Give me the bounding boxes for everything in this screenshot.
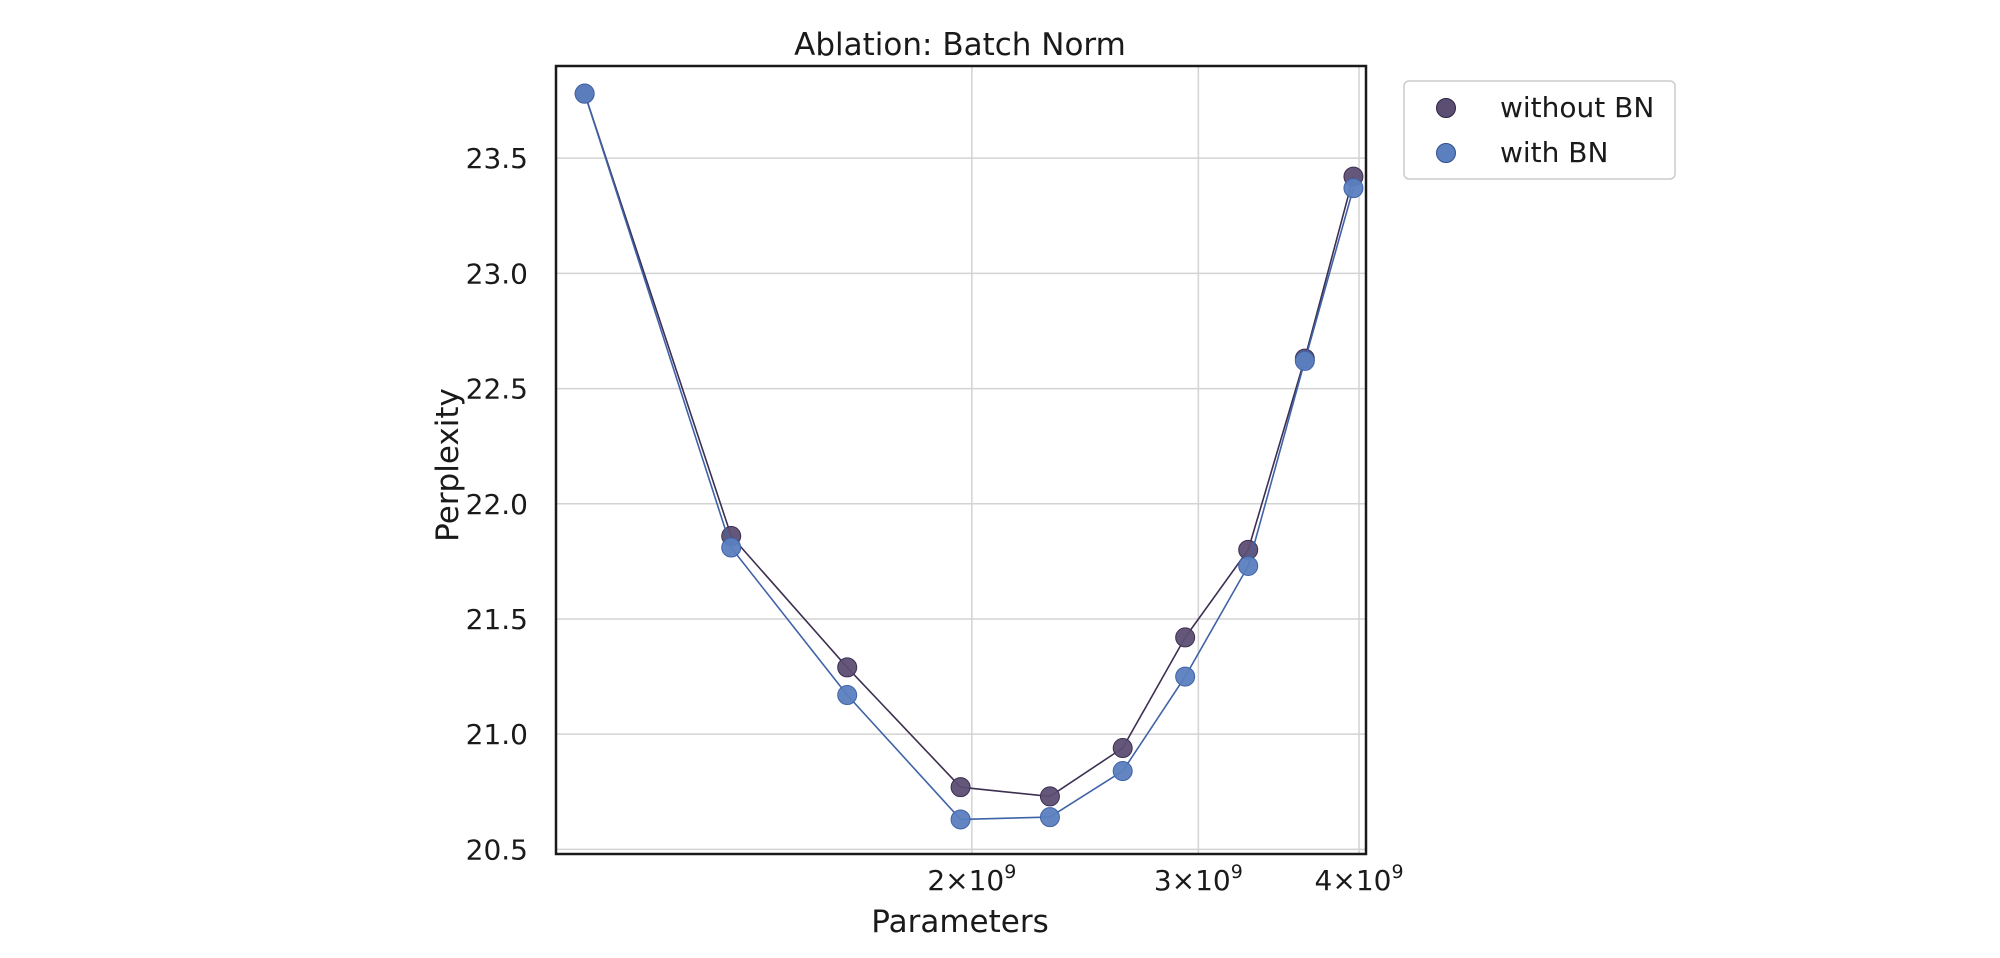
plot-series bbox=[574, 83, 1364, 830]
x-tick-base: 3×10 bbox=[1154, 864, 1231, 897]
y-tick-label: 22.5 bbox=[466, 373, 528, 406]
x-tick-label: 2×109 bbox=[927, 861, 1016, 897]
series-without-bn bbox=[574, 83, 1364, 807]
y-axis-label: Perplexity bbox=[430, 388, 466, 542]
data-point-with-bn bbox=[1343, 178, 1364, 199]
data-point-with-bn bbox=[950, 809, 971, 830]
data-point-with-bn bbox=[1294, 350, 1315, 371]
data-point-with-bn bbox=[1175, 666, 1196, 687]
data-point-without-bn bbox=[837, 657, 858, 678]
y-tick-label: 22.0 bbox=[466, 488, 528, 521]
y-tick-label: 21.5 bbox=[466, 603, 528, 636]
data-point-with-bn bbox=[837, 685, 858, 706]
legend: without BN with BN bbox=[1403, 80, 1676, 180]
axis-ticks: 20.521.021.522.022.523.023.52×109 3×109 4×… bbox=[466, 142, 1404, 897]
grid bbox=[556, 66, 1366, 854]
y-tick-label: 21.0 bbox=[466, 718, 528, 751]
data-point-with-bn bbox=[721, 537, 742, 558]
data-point-without-bn bbox=[1175, 627, 1196, 648]
x-tick-exponent: 9 bbox=[1004, 861, 1016, 883]
x-tick-base: 2×10 bbox=[927, 864, 1004, 897]
x-tick-exponent: 9 bbox=[1231, 861, 1243, 883]
x-tick-label: 4×109 bbox=[1315, 861, 1404, 897]
legend-marker-without-bn bbox=[1436, 98, 1456, 118]
chart-title: Ablation: Batch Norm bbox=[794, 27, 1126, 63]
plot-frame bbox=[554, 64, 1368, 856]
data-point-with-bn bbox=[574, 83, 595, 104]
y-tick-label: 23.5 bbox=[466, 142, 528, 175]
data-point-with-bn bbox=[1238, 555, 1259, 576]
x-tick-base: 4×10 bbox=[1315, 864, 1392, 897]
data-point-without-bn bbox=[950, 777, 971, 798]
y-tick-label: 20.5 bbox=[466, 833, 528, 866]
data-point-without-bn bbox=[1039, 786, 1060, 807]
legend-frame bbox=[1403, 80, 1676, 180]
data-point-with-bn bbox=[1039, 807, 1060, 828]
x-tick-label: 3×109 bbox=[1154, 861, 1243, 897]
legend-label-with-bn: with BN bbox=[1500, 136, 1608, 169]
series-with-bn bbox=[574, 83, 1364, 830]
legend-marker-with-bn bbox=[1436, 143, 1456, 163]
x-axis-label: Parameters bbox=[871, 904, 1048, 940]
x-tick-exponent: 9 bbox=[1391, 861, 1403, 883]
legend-label-without-bn: without BN bbox=[1500, 91, 1654, 124]
y-tick-label: 23.0 bbox=[466, 257, 528, 290]
series-line-with-bn bbox=[583, 93, 1355, 821]
data-point-with-bn bbox=[1112, 761, 1133, 782]
data-point-without-bn bbox=[1112, 738, 1133, 759]
series-line-without-bn bbox=[583, 93, 1355, 798]
